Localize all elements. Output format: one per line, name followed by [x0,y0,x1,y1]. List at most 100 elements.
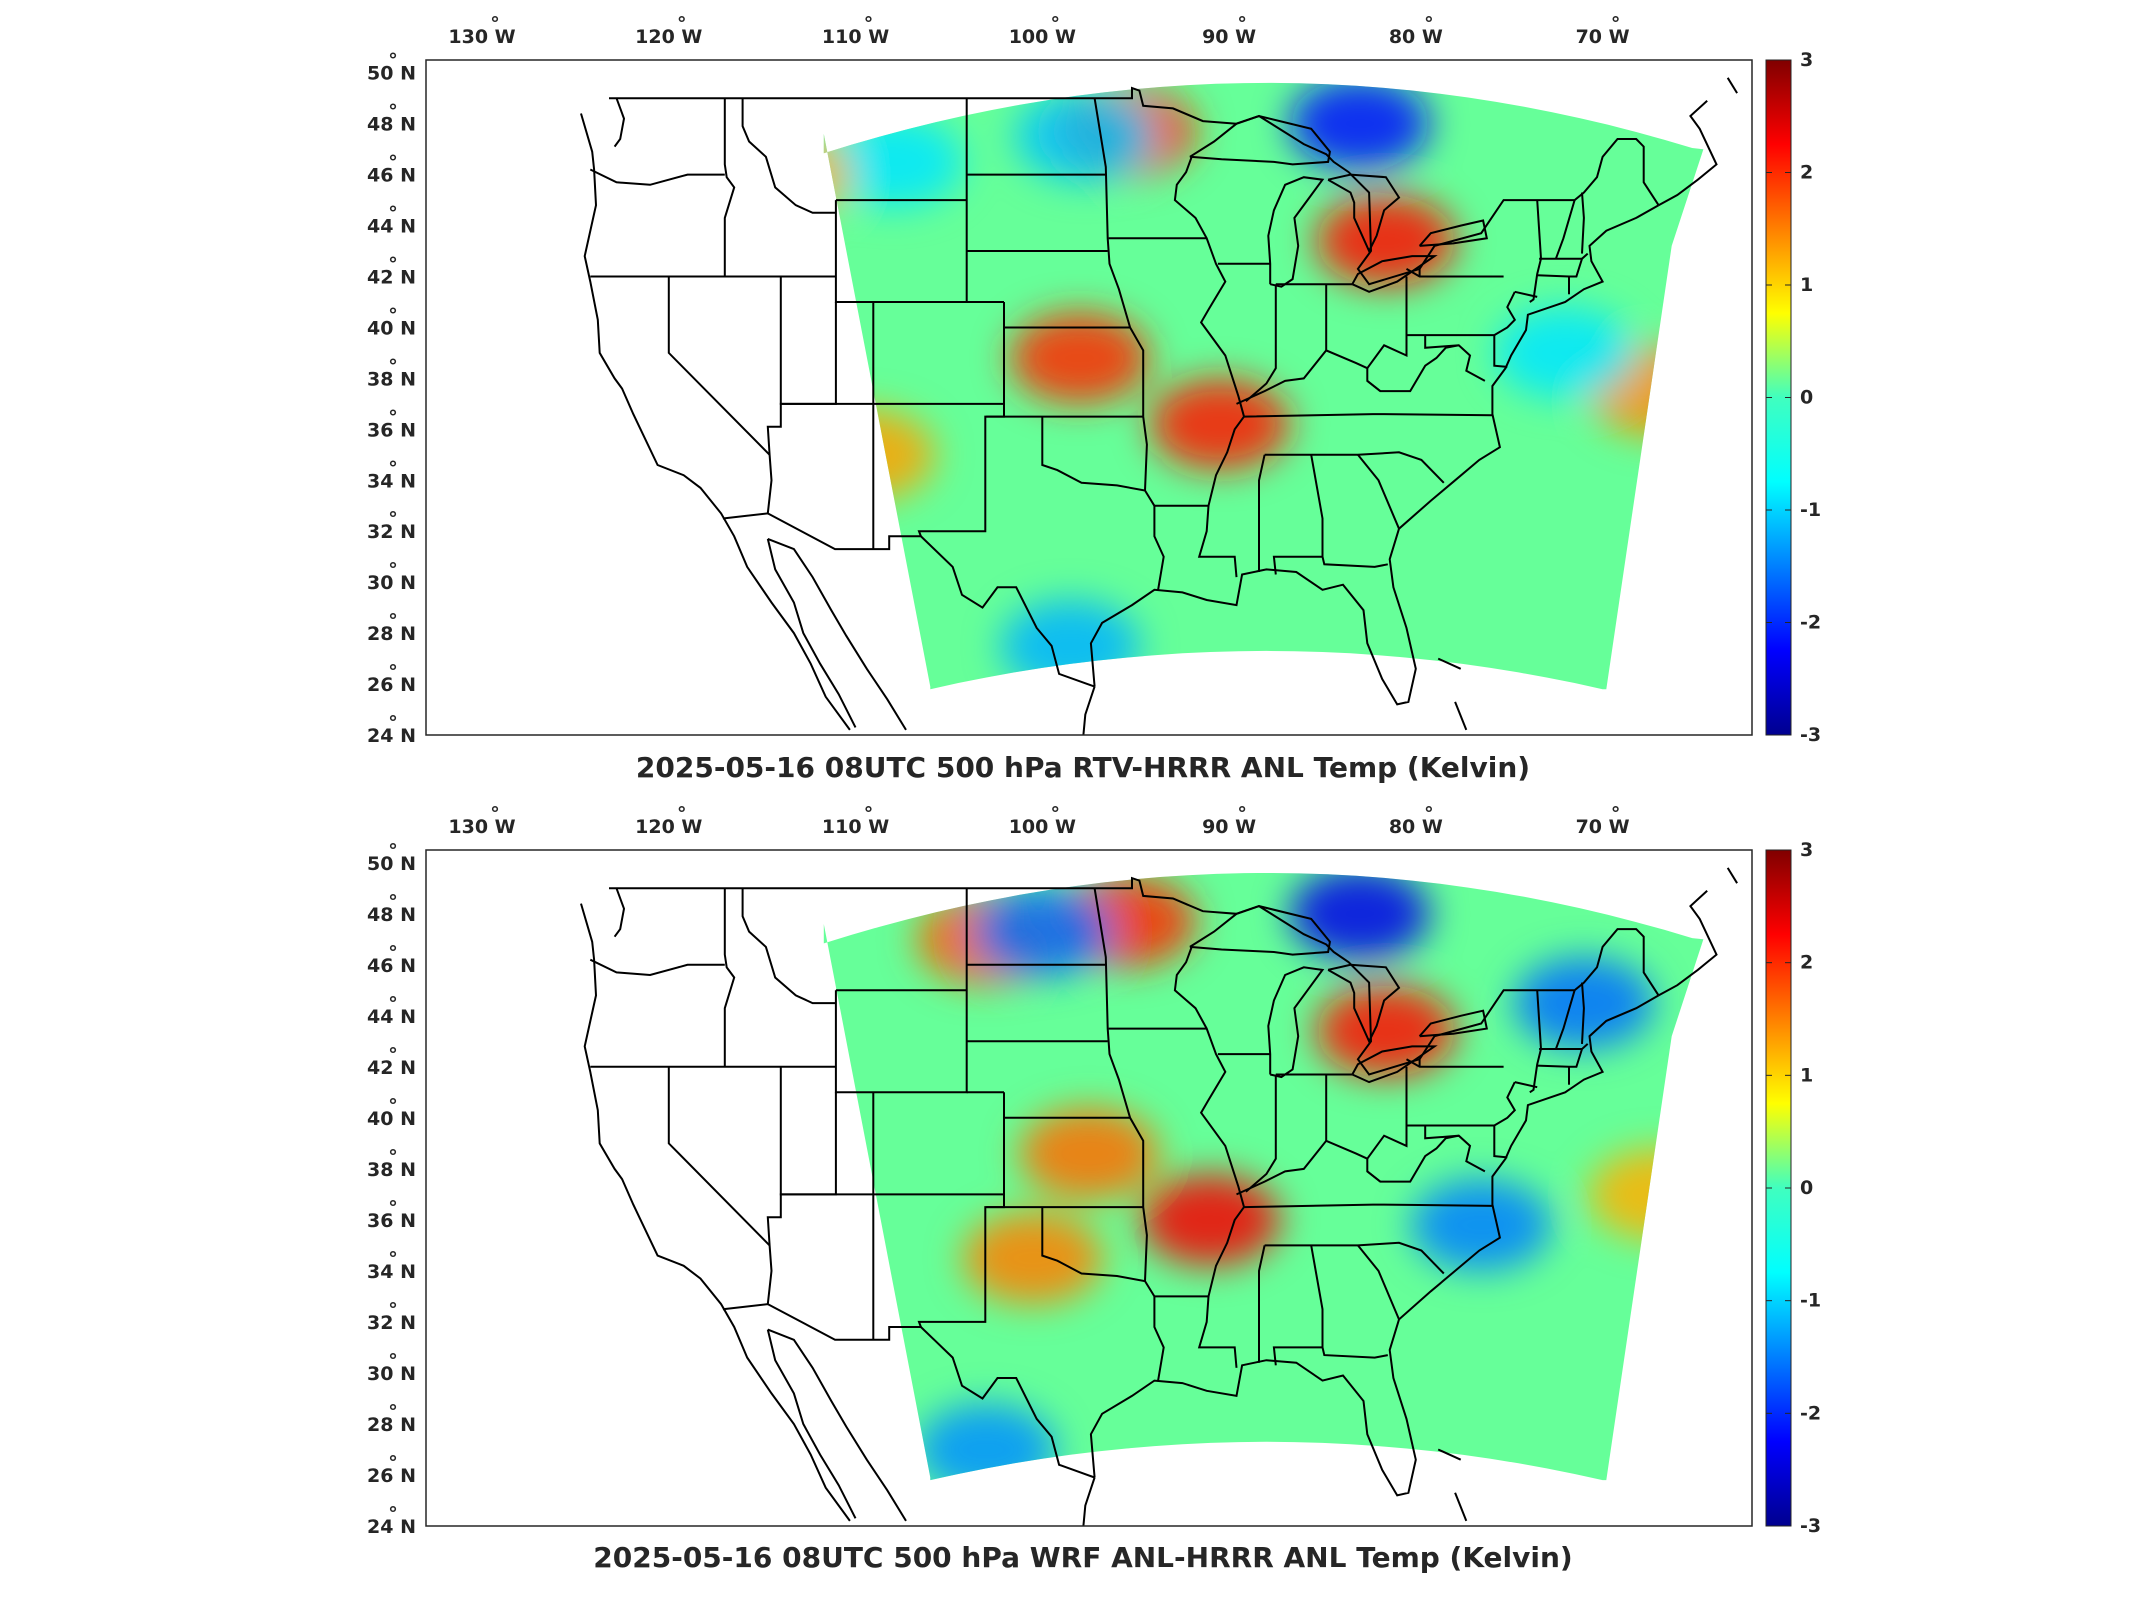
boundary-line [722,512,1095,688]
boundary-line [1089,994,1660,1497]
boundary-line [1321,1347,1388,1359]
boundary-line [1267,176,1325,288]
degree-mark: ° [388,1350,398,1372]
boundary-line [1581,982,1585,1044]
colorbar-tick-label: 1 [1800,274,1813,296]
degree-mark: ° [388,661,398,683]
degree-mark: ° [388,152,398,174]
boundary-line [1173,946,1246,1368]
degree-mark: ° [388,942,398,964]
colorbar-tick-label: -2 [1800,612,1821,634]
boundary-line [1554,199,1576,260]
lat-label: 32 N [367,1312,416,1334]
state-borders-2 [580,867,1738,1526]
lon-label: 100 W [1009,816,1076,838]
colorbar-tick-label: -3 [1800,1515,1821,1537]
degree-mark: ° [388,840,398,862]
lon-label: 90 W [1202,26,1256,48]
boundary-line [613,97,626,148]
boundary-line [1321,556,1388,568]
anomaly-blob [1289,82,1430,170]
degree-mark: ° [388,712,398,734]
degree-mark: ° [388,1044,398,1066]
boundary-line [1366,276,1408,369]
lat-label: 32 N [367,521,416,543]
boundary-line [723,888,736,1067]
colorbar-ticks-1: 3 2 1 0 -1 -2 -3 [1766,49,1821,746]
lat-label: 24 N [367,725,416,747]
boundary-line [1581,192,1585,254]
boundary-line [1327,173,1401,254]
boundary-line [1424,1125,1486,1173]
boundary-line [1357,454,1400,530]
boundary-line [1726,867,1738,884]
degree-mark: ° [388,254,398,276]
boundary-line [1093,98,1145,417]
boundary-line [1418,219,1488,247]
lat-labels-2: 50 N°48 N°46 N°44 N°42 N°40 N°38 N°36 N°… [367,840,416,1538]
lat-label: 38 N [367,1159,416,1181]
lat-label: 36 N [367,1210,416,1232]
degree-mark: ° [388,1452,398,1474]
boundary-line [1153,1296,1165,1381]
colorbar-ticks-2: 3 2 1 0 -1 -2 -3 [1766,839,1821,1537]
boundary-line [1142,1206,1148,1282]
degree-mark: ° [1237,13,1247,35]
lat-label: 38 N [367,368,416,390]
anomaly-blob [1149,378,1290,471]
degree-mark: ° [677,803,687,825]
boundary-line [766,1066,782,1305]
lat-label: 46 N [367,165,416,187]
boundary-line [1406,1081,1517,1127]
lat-label: 44 N [367,1006,416,1028]
lon-label: 120 W [635,816,702,838]
degree-mark: ° [388,1095,398,1117]
boundary-line [580,903,851,1522]
boundary-line [917,1092,1005,1328]
lat-label: 40 N [367,317,416,339]
lon-label: 130 W [448,816,515,838]
colorbar-tick-label: -2 [1800,1402,1821,1424]
lon-label: 70 W [1576,816,1630,838]
lon-label: 100 W [1009,26,1076,48]
boundary-line [667,276,771,456]
boundary-line [1082,1477,1096,1526]
boundary-line [1658,890,1718,997]
degree-mark: ° [1611,803,1621,825]
anomaly-blob [1411,1178,1552,1271]
boundary-line [1418,1009,1488,1038]
lon-label: 130 W [448,26,515,48]
lat-label: 46 N [367,955,416,977]
boundary-line [767,1328,907,1522]
degree-mark: ° [490,13,500,35]
lon-labels-2: 130 W°120 W°110 W°100 W°90 W°80 W°70 W° [448,803,1629,838]
anomaly-blob [1019,1107,1159,1200]
degree-mark: ° [388,1248,398,1270]
boundary-line [1089,204,1660,706]
degree-mark: ° [388,457,398,479]
map-panel-2: 2025-05-16 08UTC 500 hPa WRF ANL-HRRR AN… [367,803,1821,1574]
boundary-line [1366,344,1459,393]
boundary-line [723,98,736,277]
degree-mark: ° [864,803,874,825]
colorbar-tick-label: 3 [1800,839,1813,861]
boundary-line [1493,335,1508,368]
boundary-line [1493,1125,1508,1159]
lon-label: 110 W [822,26,889,48]
boundary-line [1366,1066,1408,1160]
boundary-line [1243,1203,1493,1209]
boundary-line [1142,416,1148,491]
boundary-line [1406,291,1517,337]
boundary-line [1351,1045,1438,1084]
degree-mark: ° [388,559,398,581]
map-frame-1 [425,59,1753,736]
colorbar-tick-label: -1 [1800,1290,1821,1312]
lat-label: 44 N [367,216,416,238]
colorbar-tick-label: -1 [1800,499,1821,521]
lon-label: 70 W [1576,26,1630,48]
anomaly-blob [1289,873,1430,960]
boundary-line [722,1303,1095,1479]
degree-mark: ° [1611,13,1621,35]
anomaly-blob [972,885,1113,978]
lat-label: 50 N [367,853,416,875]
